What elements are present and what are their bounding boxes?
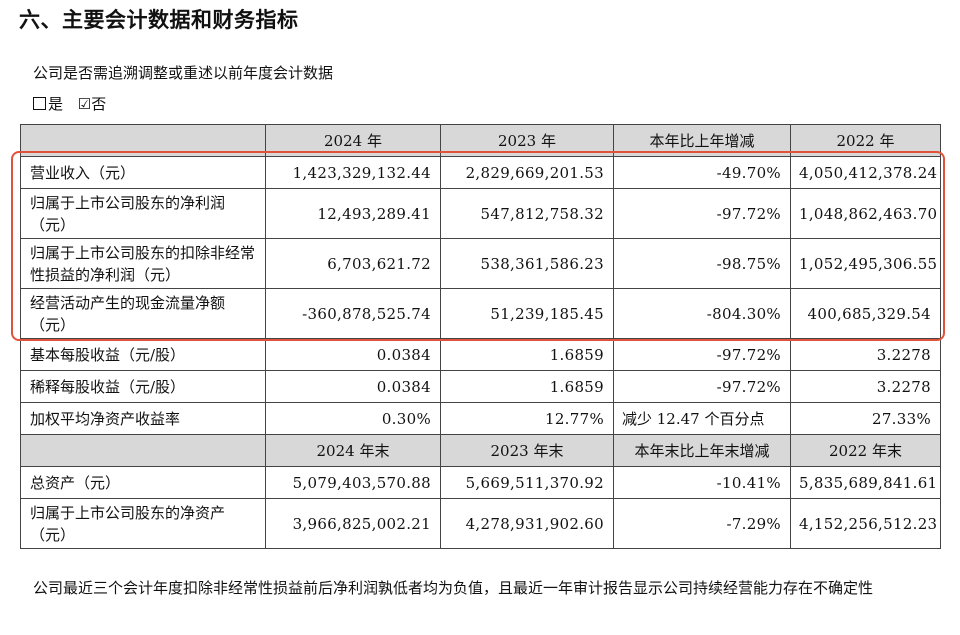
header-cell: 2024 年 <box>265 124 441 157</box>
header-cell: 2023 年 <box>440 124 614 157</box>
option-yes-label: 是 <box>48 95 64 113</box>
value-2023: 51,239,185.45 <box>440 288 614 339</box>
table-row: 归属于上市公司股东的净资产（元） 3,966,825,002.21 4,278,… <box>20 498 941 549</box>
value-2024: 1,423,329,132.44 <box>265 156 441 189</box>
value-2022: 5,835,689,841.61 <box>790 466 941 499</box>
value-2024: 5,079,403,570.88 <box>265 466 441 499</box>
financial-indicators-table: 2024 年 2023 年 本年比上年增减 2022 年 营业收入（元） 1,4… <box>20 124 941 549</box>
value-2024: 12,493,289.41 <box>265 188 441 239</box>
checkbox-yes[interactable] <box>33 97 46 110</box>
value-2022: 1,048,862,463.70 <box>790 188 941 239</box>
row-label: 加权平均净资产收益率 <box>20 402 266 435</box>
value-change: -98.75% <box>613 238 791 289</box>
value-2024: 3,966,825,002.21 <box>265 498 441 549</box>
row-label: 稀释每股收益（元/股） <box>20 370 266 403</box>
header-cell: 本年比上年增减 <box>613 124 791 157</box>
header-cell <box>20 434 266 467</box>
row-label: 归属于上市公司股东的净资产（元） <box>20 498 266 549</box>
header-cell: 2023 年末 <box>440 434 614 467</box>
table-row: 总资产（元） 5,079,403,570.88 5,669,511,370.92… <box>20 466 941 499</box>
header-cell: 2024 年末 <box>265 434 441 467</box>
row-label: 归属于上市公司股东的扣除非经常性损益的净利润（元） <box>20 238 266 289</box>
value-2022: 3.2278 <box>790 338 941 371</box>
value-2024: 0.0384 <box>265 370 441 403</box>
value-2024: -360,878,525.74 <box>265 288 441 339</box>
table-row: 归属于上市公司股东的净利润（元） 12,493,289.41 547,812,7… <box>20 188 941 239</box>
value-change: 减少 12.47 个百分点 <box>613 402 791 435</box>
row-label: 营业收入（元） <box>20 156 266 189</box>
option-no-label: 否 <box>91 95 107 113</box>
value-change: -97.72% <box>613 188 791 239</box>
header-row-years: 2024 年 2023 年 本年比上年增减 2022 年 <box>20 124 941 157</box>
restatement-question: 公司是否需追溯调整或重述以前年度会计数据 <box>33 64 334 82</box>
value-2023: 538,361,586.23 <box>440 238 614 289</box>
header-cell: 2022 年末 <box>790 434 941 467</box>
checkbox-no-checked-icon[interactable]: ☑ <box>77 95 92 113</box>
header-cell <box>20 124 266 157</box>
value-2022: 4,152,256,512.23 <box>790 498 941 549</box>
table-row: 经营活动产生的现金流量净额（元） -360,878,525.74 51,239,… <box>20 288 941 339</box>
row-label: 归属于上市公司股东的净利润（元） <box>20 188 266 239</box>
value-2022: 27.33% <box>790 402 941 435</box>
header-row-year-end: 2024 年末 2023 年末 本年末比上年末增减 2022 年末 <box>20 434 941 467</box>
value-change: -10.41% <box>613 466 791 499</box>
table-row: 基本每股收益（元/股） 0.0384 1.6859 -97.72% 3.2278 <box>20 338 941 371</box>
table-row: 归属于上市公司股东的扣除非经常性损益的净利润（元） 6,703,621.72 5… <box>20 238 941 289</box>
value-change: -97.72% <box>613 370 791 403</box>
value-2022: 400,685,329.54 <box>790 288 941 339</box>
value-2023: 1.6859 <box>440 370 614 403</box>
row-label: 经营活动产生的现金流量净额（元） <box>20 288 266 339</box>
value-2023: 2,829,669,201.53 <box>440 156 614 189</box>
value-2024: 6,703,621.72 <box>265 238 441 289</box>
footer-note: 公司最近三个会计年度扣除非经常性损益前后净利润孰低者均为负值，且最近一年审计报告… <box>33 579 874 597</box>
section-title: 六、主要会计数据和财务指标 <box>19 8 299 32</box>
table-row: 加权平均净资产收益率 0.30% 12.77% 减少 12.47 个百分点 27… <box>20 402 941 435</box>
value-2023: 547,812,758.32 <box>440 188 614 239</box>
value-change: -804.30% <box>613 288 791 339</box>
value-2023: 12.77% <box>440 402 614 435</box>
table-row: 稀释每股收益（元/股） 0.0384 1.6859 -97.72% 3.2278 <box>20 370 941 403</box>
value-2022: 1,052,495,306.55 <box>790 238 941 289</box>
value-2022: 3.2278 <box>790 370 941 403</box>
header-cell: 本年末比上年末增减 <box>613 434 791 467</box>
value-2023: 1.6859 <box>440 338 614 371</box>
value-2024: 0.30% <box>265 402 441 435</box>
value-change: -49.70% <box>613 156 791 189</box>
value-2023: 4,278,931,902.60 <box>440 498 614 549</box>
table-row: 营业收入（元） 1,423,329,132.44 2,829,669,201.5… <box>20 156 941 189</box>
value-change: -97.72% <box>613 338 791 371</box>
row-label: 总资产（元） <box>20 466 266 499</box>
header-cell: 2022 年 <box>790 124 941 157</box>
row-label: 基本每股收益（元/股） <box>20 338 266 371</box>
value-2023: 5,669,511,370.92 <box>440 466 614 499</box>
restatement-options: 是 ☑否 <box>33 93 106 114</box>
value-2024: 0.0384 <box>265 338 441 371</box>
value-change: -7.29% <box>613 498 791 549</box>
value-2022: 4,050,412,378.24 <box>790 156 941 189</box>
